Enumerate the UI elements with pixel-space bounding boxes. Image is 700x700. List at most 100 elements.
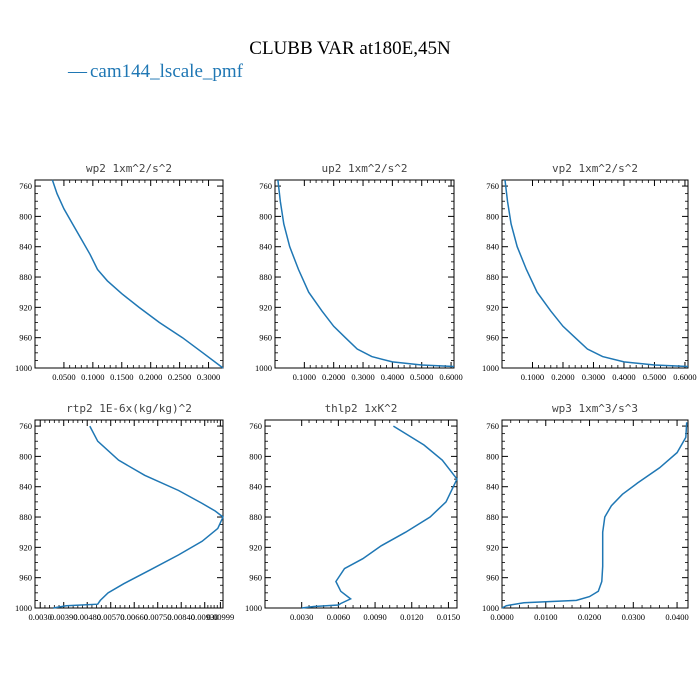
x-tick-label: 0.2500 [168, 372, 191, 382]
x-tick-label: 0.00750 [144, 612, 172, 622]
series-line [277, 179, 455, 368]
y-tick-label: 800 [486, 211, 499, 221]
plot-frame [501, 419, 689, 609]
y-tick-label: 840 [249, 482, 262, 492]
y-tick-label: 880 [259, 272, 272, 282]
x-tick-label: 0.3000 [197, 372, 220, 382]
x-tick-label: 0.2000 [139, 372, 162, 382]
plot-frame [501, 179, 689, 369]
y-tick-label: 920 [486, 302, 499, 312]
y-tick-label: 960 [486, 573, 499, 583]
x-tick-label: 0.6000 [439, 372, 462, 382]
y-tick-label: 760 [486, 181, 499, 191]
panel-title: vp2 1xm^2/s^2 [552, 162, 638, 175]
y-tick-label: 840 [19, 482, 32, 492]
panel-title: up2 1xm^2/s^2 [321, 162, 407, 175]
y-tick-label: 800 [19, 451, 32, 461]
y-tick-label: 760 [19, 181, 32, 191]
panel-6: wp3 1xm^3/s^3 760 800 840 880 920 960 10000.000… [482, 402, 689, 622]
legend-label: cam144_lscale_pmf [90, 61, 244, 82]
x-tick-label: 0.4000 [612, 372, 635, 382]
x-tick-label: 0.0500 [52, 372, 75, 382]
legend: — cam144_lscale_pmf [67, 61, 244, 82]
series-line [504, 179, 689, 368]
series-line [501, 422, 688, 609]
x-tick-label: 0.5000 [410, 372, 433, 382]
y-tick-label: 800 [19, 211, 32, 221]
y-tick-label: 800 [486, 451, 499, 461]
y-tick-label: 880 [486, 272, 499, 282]
y-tick-label: 1000 [482, 603, 499, 613]
x-tick-label: 0.00480 [73, 612, 101, 622]
panel-5: thlp2 1xK^2 760 800 840 880 920 960 1000 0.0030 0… [245, 402, 460, 622]
y-tick-label: 960 [19, 333, 32, 343]
y-tick-label: 800 [259, 211, 272, 221]
panel-title: wp3 1xm^3/s^3 [552, 402, 638, 415]
y-tick-label: 840 [19, 242, 32, 252]
x-tick-label: 0.0060 [327, 612, 350, 622]
x-tick-label: 0.3000 [351, 372, 374, 382]
x-tick-label: 0.00390 [50, 612, 78, 622]
y-tick-label: 920 [486, 542, 499, 552]
y-tick-label: 920 [19, 302, 32, 312]
panel-2: up2 1xm^2/s^2 760 800 840 880 920 960 1000 0.100… [255, 162, 463, 382]
y-tick-label: 760 [249, 421, 262, 431]
y-tick-label: 760 [19, 421, 32, 431]
panel-title: wp2 1xm^2/s^2 [86, 162, 172, 175]
x-tick-label: 0.0090 [363, 612, 386, 622]
x-tick-label: 0.0300 [622, 612, 645, 622]
y-tick-label: 960 [259, 333, 272, 343]
series-line [301, 425, 458, 609]
panel-title: thlp2 1xK^2 [325, 402, 398, 415]
x-tick-label: 0.0120 [400, 612, 423, 622]
panel-3: vp2 1xm^2/s^2 760 800 840 880 920 960 1000 0.100… [482, 162, 697, 382]
y-tick-label: 920 [19, 542, 32, 552]
x-tick-label: 0.00930 [191, 612, 219, 622]
x-tick-label: 0.0030 [29, 612, 52, 622]
plot-frame [34, 419, 224, 609]
x-tick-label: 0.1000 [81, 372, 104, 382]
x-tick-label: 0.6000 [673, 372, 696, 382]
x-tick-label: 0.00660 [120, 612, 148, 622]
legend-marker: — [67, 61, 88, 82]
x-tick-label: 0.0200 [578, 612, 601, 622]
y-tick-label: 880 [19, 272, 32, 282]
y-tick-label: 960 [19, 573, 32, 583]
x-tick-label: 0.0150 [437, 612, 460, 622]
x-tick-label: 0.1000 [293, 372, 316, 382]
series-line [51, 179, 224, 369]
y-tick-label: 760 [259, 181, 272, 191]
y-tick-label: 1000 [15, 363, 32, 373]
y-tick-label: 880 [486, 512, 499, 522]
y-tick-label: 840 [486, 242, 499, 252]
y-tick-label: 1000 [255, 363, 272, 373]
y-tick-label: 920 [259, 302, 272, 312]
x-tick-label: 0.0030 [290, 612, 313, 622]
y-tick-label: 1000 [245, 603, 262, 613]
x-tick-label: 0.00999 [207, 612, 235, 622]
x-tick-label: 0.0100 [534, 612, 557, 622]
panel-title: rtp2 1E-6x(kg/kg)^2 [66, 402, 192, 415]
x-tick-label: 0.5000 [643, 372, 666, 382]
y-tick-label: 920 [249, 542, 262, 552]
plot-frame [264, 419, 458, 609]
y-tick-label: 1000 [482, 363, 499, 373]
x-tick-label: 0.2000 [551, 372, 574, 382]
y-tick-label: 1000 [15, 603, 32, 613]
panels: wp2 1xm^2/s^2 760 800 840 880 920 960 1000 0.050… [15, 162, 697, 622]
x-tick-label: 0.3000 [582, 372, 605, 382]
x-tick-label: 0.0000 [490, 612, 513, 622]
panel-1: wp2 1xm^2/s^2 760 800 840 880 920 960 1000 0.050… [15, 162, 224, 382]
y-tick-label: 840 [486, 482, 499, 492]
y-tick-label: 800 [249, 451, 262, 461]
y-tick-label: 960 [486, 333, 499, 343]
x-tick-label: 0.00570 [97, 612, 125, 622]
x-tick-label: 0.0400 [665, 612, 688, 622]
y-tick-label: 760 [486, 421, 499, 431]
plot-frame [34, 179, 224, 369]
x-tick-label: 0.4000 [381, 372, 404, 382]
plot-frame [274, 179, 455, 369]
x-tick-label: 0.2000 [322, 372, 345, 382]
figure-title: CLUBB VAR at180E,45N [249, 38, 451, 59]
